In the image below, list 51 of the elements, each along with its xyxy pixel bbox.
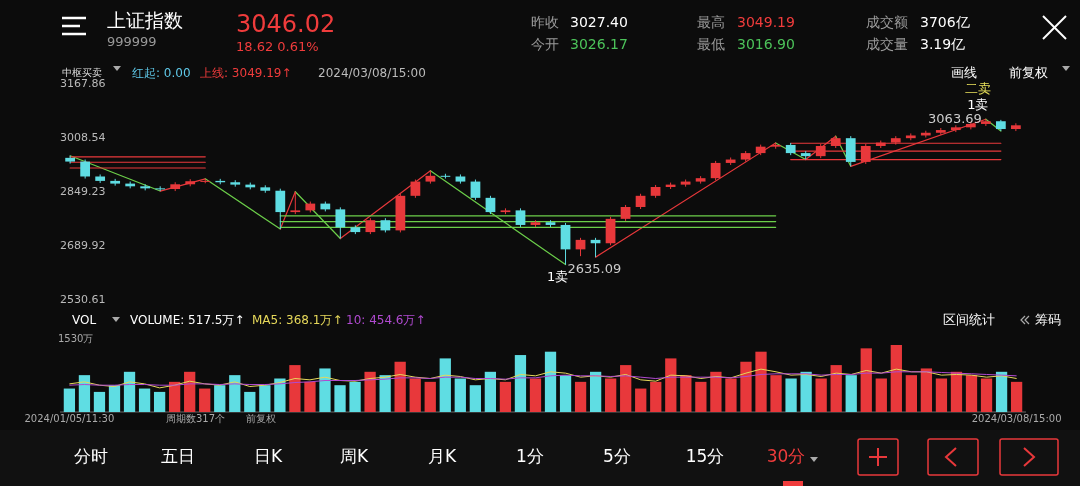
annotation: 2635.09 <box>567 260 622 276</box>
y-tick-label: 3008.54 <box>60 131 106 144</box>
text: 成交额 <box>866 14 908 30</box>
text: 月K <box>427 446 457 466</box>
text: 分时 <box>74 446 108 466</box>
text: 前复权 <box>1009 64 1048 80</box>
y-tick-label: 2849.23 <box>60 185 106 198</box>
annotation: 二卖 <box>964 81 991 97</box>
text: 成交量 <box>866 36 908 52</box>
text: 最高 <box>697 14 725 30</box>
annotation: 3063.69 <box>928 111 982 127</box>
text: 2024/03/08/15:00 <box>318 65 426 80</box>
text: 上线: 3049.19↑ <box>200 65 292 80</box>
text: 3049.19 <box>737 14 795 30</box>
text: 3027.40 <box>570 14 628 30</box>
text: 区间统计 <box>943 311 995 327</box>
text: 上证指数 <box>107 9 183 31</box>
text: VOL <box>72 312 97 327</box>
text: 3046.02 <box>236 10 336 38</box>
text: 3706亿 <box>920 14 970 30</box>
y-tick-label: 2530.61 <box>60 293 106 306</box>
text: 18.62 0.61% <box>236 38 319 54</box>
y-tick-label: 2689.92 <box>60 239 106 252</box>
text: 今开 <box>531 36 559 52</box>
text: MA5: 368.1万↑ <box>252 312 343 327</box>
text: 周K <box>339 446 369 466</box>
x-tick-label: 2024/01/05/11:30 <box>24 413 115 424</box>
text: 5分 <box>603 446 631 466</box>
text: 3026.17 <box>570 36 628 52</box>
text: VOLUME: 517.5万↑ <box>130 312 245 327</box>
text: 10: 454.6万↑ <box>346 312 426 327</box>
y-tick-label: 3167.86 <box>60 77 106 90</box>
text: 日K <box>253 446 283 466</box>
text: 最低 <box>697 36 725 52</box>
text: 999999 <box>107 34 157 49</box>
text: 30分 <box>766 446 806 466</box>
text: 周期数317个 <box>166 413 226 424</box>
text: 3.19亿 <box>920 36 966 52</box>
text: 昨收 <box>531 14 559 30</box>
text: 五日 <box>161 446 195 466</box>
text: 1分 <box>516 446 544 466</box>
text: 筹码 <box>1035 311 1061 327</box>
text: 15分 <box>685 446 725 466</box>
text: 中枢买卖 <box>62 67 102 78</box>
text: 1530万 <box>58 333 94 344</box>
text: 画线 <box>951 64 977 80</box>
annotation: 1卖 <box>967 97 989 113</box>
text: 3016.90 <box>737 36 795 52</box>
annotation: 1卖 <box>546 268 569 284</box>
text: 前复权 <box>246 413 276 424</box>
text: 红起: 0.00 <box>132 65 191 80</box>
